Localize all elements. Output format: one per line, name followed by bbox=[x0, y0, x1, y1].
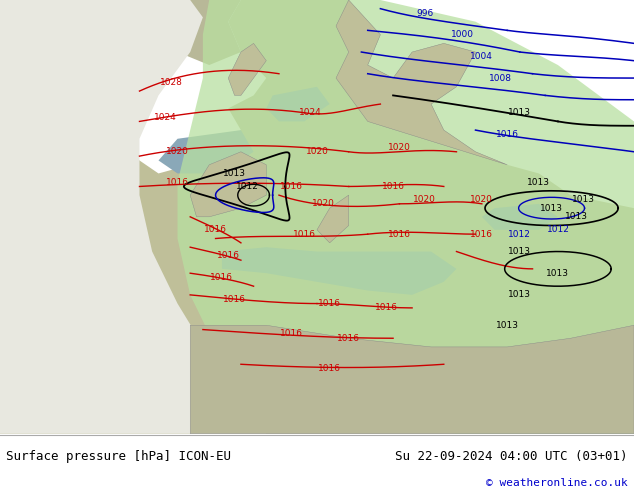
Polygon shape bbox=[190, 325, 634, 434]
Text: 1013: 1013 bbox=[572, 195, 595, 204]
Text: 1013: 1013 bbox=[508, 108, 531, 117]
Text: 1020: 1020 bbox=[312, 199, 335, 208]
Text: 1013: 1013 bbox=[223, 169, 246, 178]
Text: 1004: 1004 bbox=[470, 52, 493, 61]
Text: 1016: 1016 bbox=[210, 273, 233, 282]
Text: 1020: 1020 bbox=[166, 147, 189, 156]
Text: Surface pressure [hPa] ICON-EU: Surface pressure [hPa] ICON-EU bbox=[6, 450, 231, 463]
Text: 1016: 1016 bbox=[293, 230, 316, 239]
Text: © weatheronline.co.uk: © weatheronline.co.uk bbox=[486, 478, 628, 488]
Polygon shape bbox=[0, 0, 158, 152]
Text: 1016: 1016 bbox=[280, 329, 303, 339]
Polygon shape bbox=[482, 204, 558, 230]
Text: 1013: 1013 bbox=[566, 212, 588, 221]
Text: 1008: 1008 bbox=[489, 74, 512, 82]
Polygon shape bbox=[0, 0, 634, 434]
Polygon shape bbox=[266, 87, 330, 122]
Polygon shape bbox=[152, 0, 241, 65]
Text: 996: 996 bbox=[416, 8, 434, 18]
Text: 1028: 1028 bbox=[160, 78, 183, 87]
Text: 1016: 1016 bbox=[223, 294, 246, 304]
Text: 1016: 1016 bbox=[382, 182, 404, 191]
Text: 1016: 1016 bbox=[337, 334, 360, 343]
Polygon shape bbox=[190, 152, 266, 217]
Polygon shape bbox=[178, 0, 634, 434]
Text: 1013: 1013 bbox=[508, 247, 531, 256]
Text: 1016: 1016 bbox=[204, 225, 227, 234]
Polygon shape bbox=[158, 130, 254, 173]
Polygon shape bbox=[222, 247, 456, 295]
Text: 1020: 1020 bbox=[388, 143, 411, 152]
Text: 1016: 1016 bbox=[375, 303, 398, 313]
Polygon shape bbox=[336, 0, 507, 165]
Text: 1012: 1012 bbox=[236, 182, 259, 191]
Polygon shape bbox=[0, 0, 266, 434]
Text: 1016: 1016 bbox=[166, 178, 189, 187]
Polygon shape bbox=[228, 44, 266, 96]
Text: 1013: 1013 bbox=[540, 204, 563, 213]
Text: 1024: 1024 bbox=[153, 113, 176, 122]
Polygon shape bbox=[317, 195, 349, 243]
Text: 1012: 1012 bbox=[508, 230, 531, 239]
Text: 1020: 1020 bbox=[470, 195, 493, 204]
Text: 1020: 1020 bbox=[413, 195, 436, 204]
Text: 1016: 1016 bbox=[496, 130, 519, 139]
Text: 1013: 1013 bbox=[496, 321, 519, 330]
Text: 1013: 1013 bbox=[527, 178, 550, 187]
Text: 1024: 1024 bbox=[299, 108, 322, 117]
Text: 1020: 1020 bbox=[306, 147, 328, 156]
Text: 1013: 1013 bbox=[547, 269, 569, 278]
Text: 1016: 1016 bbox=[388, 230, 411, 239]
Text: Su 22-09-2024 04:00 UTC (03+01): Su 22-09-2024 04:00 UTC (03+01) bbox=[395, 450, 628, 463]
Text: 1016: 1016 bbox=[470, 230, 493, 239]
Text: 1013: 1013 bbox=[508, 291, 531, 299]
Text: 1016: 1016 bbox=[280, 182, 303, 191]
Text: 1016: 1016 bbox=[318, 299, 341, 308]
Text: 1016: 1016 bbox=[217, 251, 240, 260]
Text: 1012: 1012 bbox=[547, 225, 569, 234]
Text: 1000: 1000 bbox=[451, 30, 474, 39]
Text: 1016: 1016 bbox=[318, 364, 341, 373]
